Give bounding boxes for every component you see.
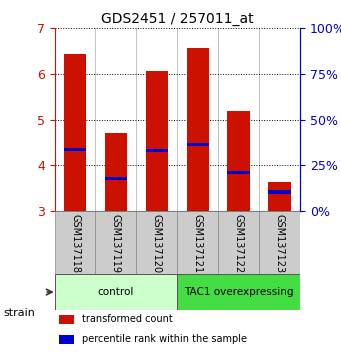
Bar <box>187 47 209 211</box>
FancyBboxPatch shape <box>136 211 177 274</box>
FancyBboxPatch shape <box>177 274 300 310</box>
Bar <box>268 182 291 211</box>
Bar <box>64 148 86 151</box>
Text: GSM137123: GSM137123 <box>275 214 285 273</box>
Bar <box>146 71 168 211</box>
Text: GSM137121: GSM137121 <box>193 214 203 273</box>
Bar <box>268 190 291 194</box>
Bar <box>64 55 86 211</box>
Bar <box>227 112 250 211</box>
Title: GDS2451 / 257011_at: GDS2451 / 257011_at <box>101 12 254 26</box>
Text: GSM137119: GSM137119 <box>111 214 121 273</box>
Bar <box>187 143 209 147</box>
Bar <box>59 315 74 324</box>
Bar <box>146 149 168 153</box>
Text: percentile rank within the sample: percentile rank within the sample <box>81 334 247 344</box>
Bar <box>105 132 127 211</box>
Text: transformed count: transformed count <box>81 314 172 324</box>
Text: GSM137120: GSM137120 <box>152 214 162 273</box>
Bar <box>105 177 127 180</box>
Text: GSM137118: GSM137118 <box>70 214 80 273</box>
Text: strain: strain <box>3 308 35 318</box>
Bar <box>227 171 250 174</box>
Text: control: control <box>98 287 134 297</box>
Text: TAC1 overexpressing: TAC1 overexpressing <box>184 287 294 297</box>
Text: GSM137122: GSM137122 <box>234 214 244 274</box>
FancyBboxPatch shape <box>55 274 177 310</box>
FancyBboxPatch shape <box>177 211 218 274</box>
FancyBboxPatch shape <box>95 211 136 274</box>
FancyBboxPatch shape <box>259 211 300 274</box>
FancyBboxPatch shape <box>218 211 259 274</box>
Bar <box>59 335 74 344</box>
FancyBboxPatch shape <box>55 211 95 274</box>
